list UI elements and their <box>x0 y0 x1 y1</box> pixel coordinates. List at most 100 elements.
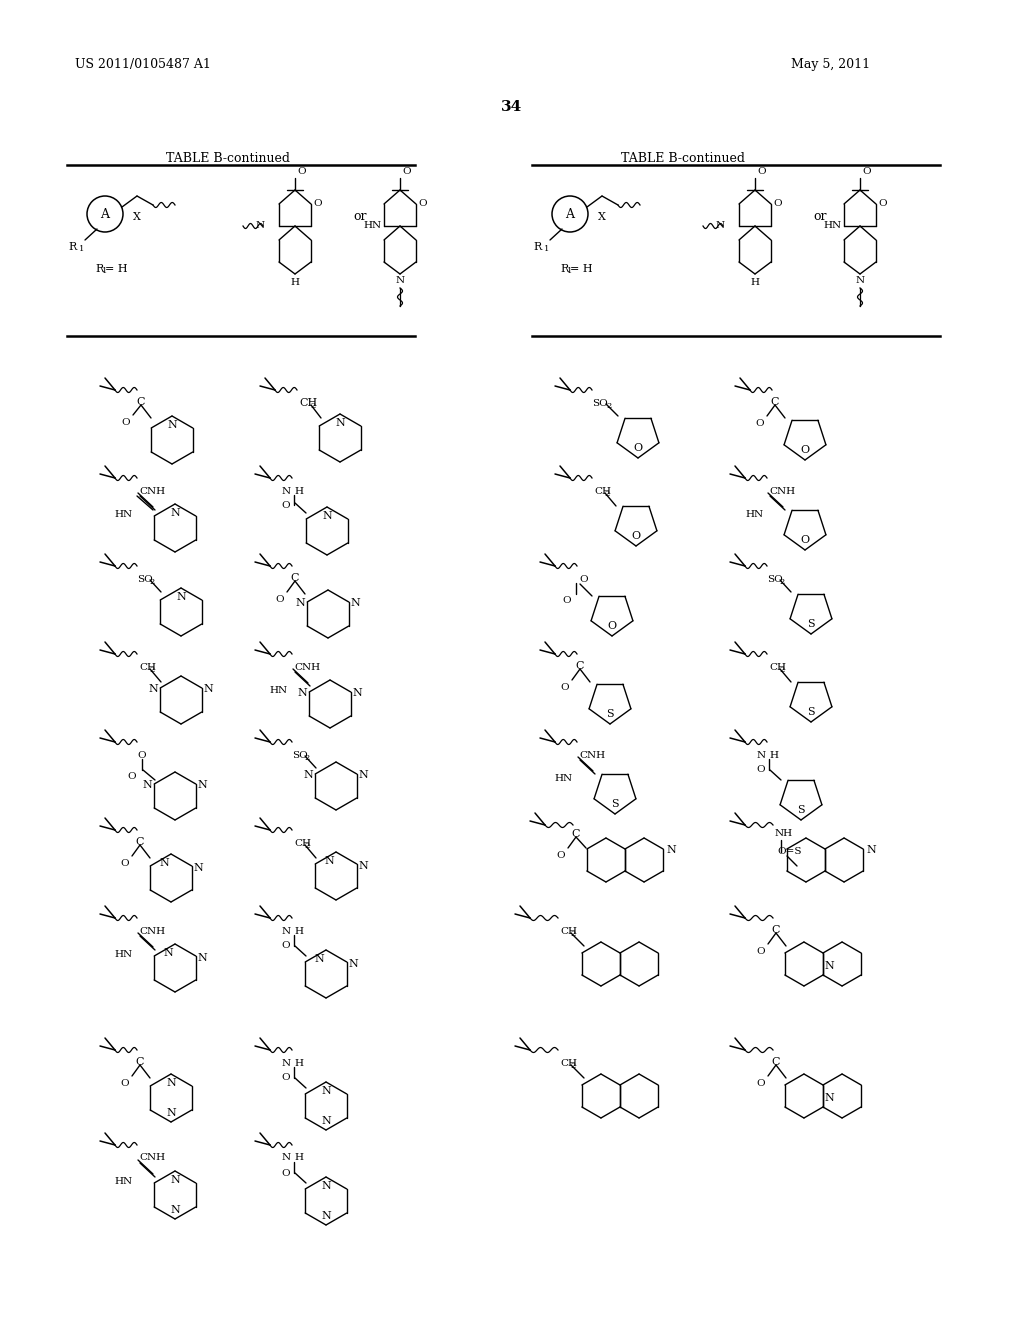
Text: O: O <box>756 418 764 428</box>
Text: N: N <box>322 1210 331 1221</box>
Text: S: S <box>798 805 805 814</box>
Text: 1: 1 <box>79 246 84 253</box>
Text: CH: CH <box>560 1059 577 1068</box>
Text: A: A <box>565 207 574 220</box>
Text: N: N <box>194 863 204 873</box>
Text: N: N <box>170 1175 180 1185</box>
Text: N: N <box>167 420 177 430</box>
Text: O: O <box>418 199 427 209</box>
Text: 2: 2 <box>304 754 309 762</box>
Text: May 5, 2011: May 5, 2011 <box>791 58 870 71</box>
Text: 2: 2 <box>310 403 315 411</box>
Text: TABLE B-continued: TABLE B-continued <box>166 152 290 165</box>
Text: O: O <box>634 444 643 453</box>
Text: X: X <box>133 213 141 222</box>
Text: N: N <box>716 222 725 231</box>
Text: O: O <box>282 1073 290 1082</box>
Text: O: O <box>801 535 810 545</box>
Text: N: N <box>855 276 864 285</box>
Text: C: C <box>137 397 145 407</box>
Text: CH: CH <box>299 399 317 408</box>
Text: CNH: CNH <box>579 751 605 759</box>
Text: CH: CH <box>594 487 611 495</box>
Text: S: S <box>807 619 815 630</box>
Text: N: N <box>358 770 369 780</box>
Text: N: N <box>322 1181 331 1191</box>
Text: C: C <box>571 829 581 840</box>
Text: N: N <box>666 845 676 855</box>
Text: N: N <box>282 1059 291 1068</box>
Text: C: C <box>291 573 299 583</box>
Text: 1: 1 <box>544 246 549 253</box>
Text: N: N <box>282 487 291 495</box>
Text: N: N <box>866 845 876 855</box>
Text: N: N <box>757 751 766 759</box>
Text: N: N <box>282 1154 291 1163</box>
Text: N: N <box>160 858 169 869</box>
Text: C: C <box>771 397 779 407</box>
Text: N: N <box>335 418 345 428</box>
Text: O: O <box>282 500 290 510</box>
Text: O=S: O=S <box>777 847 802 857</box>
Text: CNH: CNH <box>139 487 165 495</box>
Text: O: O <box>313 199 322 209</box>
Text: = H: = H <box>105 264 128 275</box>
Text: HN: HN <box>115 510 133 519</box>
Text: H: H <box>294 487 303 495</box>
Text: O: O <box>757 766 765 775</box>
Text: SO: SO <box>592 399 608 408</box>
Text: C: C <box>575 661 585 671</box>
Text: H: H <box>294 1154 303 1163</box>
Text: N: N <box>142 780 153 789</box>
Text: HN: HN <box>364 222 382 231</box>
Text: CH: CH <box>769 663 786 672</box>
Text: N: N <box>163 948 173 958</box>
Text: = H: = H <box>570 264 593 275</box>
Text: 1: 1 <box>567 267 572 275</box>
Text: O: O <box>862 168 870 176</box>
Text: US 2011/0105487 A1: US 2011/0105487 A1 <box>75 58 211 71</box>
Text: N: N <box>395 276 404 285</box>
Text: HN: HN <box>745 510 764 519</box>
Text: CH: CH <box>560 927 577 936</box>
Text: S: S <box>611 799 618 809</box>
Text: O: O <box>560 682 569 692</box>
Text: O: O <box>562 597 571 605</box>
Text: 2: 2 <box>604 490 609 498</box>
Text: O: O <box>137 751 145 759</box>
Text: R: R <box>69 242 77 252</box>
Text: HN: HN <box>270 686 288 696</box>
Text: SO: SO <box>137 574 153 583</box>
Text: N: N <box>314 954 324 964</box>
Text: N: N <box>176 591 186 602</box>
Text: N: N <box>198 953 208 964</box>
Text: NH: NH <box>775 829 794 838</box>
Text: C: C <box>772 1057 780 1067</box>
Text: S: S <box>606 709 613 719</box>
Text: N: N <box>351 598 360 609</box>
Text: TABLE B-continued: TABLE B-continued <box>621 152 745 165</box>
Text: N: N <box>349 960 358 969</box>
Text: O: O <box>121 1078 129 1088</box>
Text: H: H <box>769 751 778 759</box>
Text: N: N <box>256 222 265 231</box>
Text: O: O <box>127 772 136 781</box>
Text: N: N <box>353 688 362 698</box>
Text: O: O <box>556 851 565 861</box>
Text: N: N <box>204 684 214 694</box>
Text: O: O <box>402 168 411 176</box>
Text: 2: 2 <box>150 667 155 675</box>
Text: H: H <box>294 927 303 936</box>
Text: N: N <box>166 1078 176 1088</box>
Text: N: N <box>166 1107 176 1118</box>
Text: O: O <box>801 445 810 455</box>
Text: N: N <box>170 1205 180 1214</box>
Text: O: O <box>297 168 305 176</box>
Text: N: N <box>296 598 305 609</box>
Text: S: S <box>807 708 815 717</box>
Text: HN: HN <box>555 774 573 783</box>
Text: 2: 2 <box>779 667 784 675</box>
Text: CNH: CNH <box>139 1154 165 1163</box>
Text: 2: 2 <box>779 578 784 586</box>
Text: O: O <box>632 531 641 541</box>
